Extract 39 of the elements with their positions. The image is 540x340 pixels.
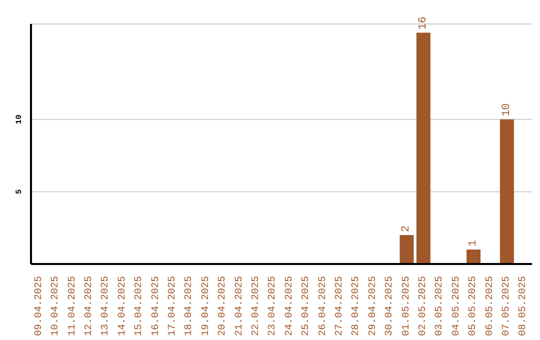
- x-tick-label: 18.04.2025: [184, 276, 196, 336]
- data-label: 1: [468, 240, 480, 247]
- x-tick-label: 16.04.2025: [150, 276, 162, 336]
- x-tick-label: 13.04.2025: [100, 276, 112, 336]
- x-tick-label: 17.04.2025: [167, 276, 178, 336]
- x-tick-label: 29.04.2025: [368, 276, 379, 336]
- x-tick-label: 24.04.2025: [284, 276, 296, 336]
- x-tick-label: 15.04.2025: [134, 276, 146, 336]
- x-tick-label: 02.05.2025: [418, 276, 429, 336]
- data-label: 2: [400, 225, 413, 232]
- x-tick-label: 14.04.2025: [117, 276, 128, 336]
- bar: [466, 250, 481, 264]
- x-tick-label: 10.04.2025: [50, 276, 62, 336]
- x-tick-label: 08.05.2025: [518, 276, 530, 336]
- x-tick-label: 23.04.2025: [268, 276, 279, 336]
- x-tick-label: 06.05.2025: [484, 276, 496, 336]
- x-tick-label: 07.05.2025: [501, 276, 512, 336]
- x-tick-label: 19.04.2025: [200, 276, 212, 336]
- bar: [500, 119, 514, 264]
- x-tick-label: 03.05.2025: [434, 276, 446, 336]
- x-tick-label: 04.05.2025: [451, 276, 462, 336]
- x-tick-label: 25.04.2025: [301, 276, 312, 336]
- x-tick-label: 20.04.2025: [218, 276, 229, 336]
- x-tick-label: 22.04.2025: [250, 276, 262, 336]
- y-tick-label: 5: [15, 189, 24, 194]
- bar: [416, 32, 430, 264]
- data-label: 16: [417, 16, 430, 30]
- bar: [400, 235, 414, 264]
- x-tick-label: 28.04.2025: [351, 276, 362, 336]
- x-tick-label: 12.04.2025: [84, 276, 95, 336]
- x-tick-label: 30.04.2025: [384, 276, 396, 336]
- data-label: 10: [500, 103, 513, 116]
- x-tick-label: 01.05.2025: [401, 276, 412, 336]
- x-tick-label: 09.04.2025: [34, 276, 45, 336]
- x-tick-label: 26.04.2025: [318, 276, 329, 336]
- x-tick-label: 11.04.2025: [67, 276, 78, 336]
- x-tick-label: 05.05.2025: [468, 276, 480, 336]
- x-tick-label: 27.04.2025: [334, 276, 346, 336]
- x-tick-label: 21.04.2025: [234, 276, 246, 336]
